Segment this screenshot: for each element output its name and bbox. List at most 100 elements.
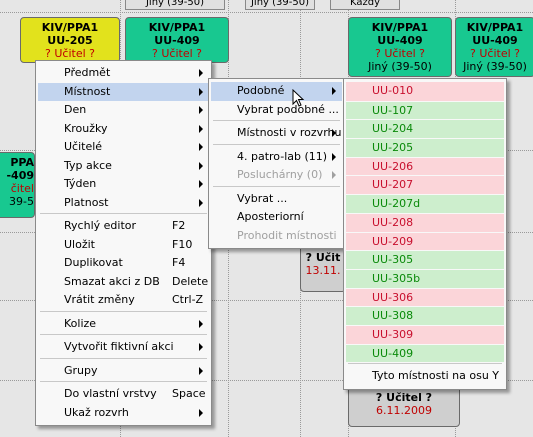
menu-item[interactable]: UU-207 [346, 175, 504, 195]
menu-separator [40, 310, 207, 313]
menu-item-label: Vybrat ... [237, 191, 288, 205]
menu-item[interactable]: Grupy [38, 362, 209, 381]
card-line: UU-409 [472, 34, 518, 47]
menu-item-label: Místnosti v rozvrhu [237, 126, 342, 139]
menu-item-label: UU-207d [372, 197, 421, 211]
menu-item-label: Tyto místnosti na osu Y [372, 369, 500, 383]
menu-item-label: Rychlý editor [64, 219, 137, 232]
card-line: ? Učitel ? [470, 47, 520, 60]
card-line: UU-409 [154, 34, 200, 47]
menu-item[interactable]: Aposteriorní [211, 208, 342, 227]
menu-item[interactable]: Ukaž rozvrh [38, 404, 209, 423]
card-line: KIV/PPA1 [371, 21, 429, 34]
menu-item[interactable]: UU-205 [346, 138, 504, 157]
submenu-arrow [332, 152, 336, 161]
menu-item[interactable]: Typ akce [38, 157, 209, 176]
menu-item[interactable]: UU-204 [346, 119, 504, 139]
submenu-arrow [332, 129, 336, 138]
menu-item-shortcut: Space [172, 387, 206, 400]
menu-item-shortcut: F2 [172, 219, 186, 232]
menu-item[interactable]: Vrátit změny Ctrl-Z [38, 291, 209, 310]
menu-item[interactable]: Den [38, 101, 209, 120]
menu-item[interactable]: UU-305 [346, 250, 504, 269]
menu-item-label: Učitelé [64, 140, 103, 153]
menu-item[interactable]: UU-308 [346, 306, 504, 325]
card-line: -409 [6, 169, 34, 182]
menu-item[interactable]: Místnosti v rozvrhu [211, 124, 342, 143]
menu-item-label: Místnost [64, 84, 111, 98]
menu-item-label: 4. patro-lab (11) [237, 149, 328, 163]
menu-item-label: Duplikovat [64, 256, 123, 269]
menu-item-label: Kroužky [64, 121, 108, 135]
menu-item-label: Typ akce [64, 158, 112, 172]
menu-item[interactable]: Smazat akci z DB Delete [38, 273, 209, 292]
card-line: ? Učitel ? [375, 47, 425, 60]
context-menu: Podobné Vybrat podobné ... Místnosti v roz… [208, 78, 345, 249]
top-label: Jiný (39-50) [245, 0, 315, 10]
event-card: PPA -409 čitel 39-5 [0, 152, 35, 218]
menu-item[interactable]: UU-209 [346, 231, 504, 251]
menu-item[interactable]: UU-309 [346, 324, 504, 344]
menu-item[interactable]: Uložit F10 [38, 236, 209, 255]
menu-item[interactable]: Kroužky [38, 120, 209, 139]
top-label: Jiný (39-50) [125, 0, 225, 10]
menu-item[interactable]: UU-010 [346, 82, 504, 101]
menu-item-label: UU-306 [372, 290, 414, 304]
menu-item[interactable]: Rychlý editor F2 [38, 217, 209, 236]
top-label: Každý [330, 0, 400, 10]
menu-item[interactable]: Učitelé [38, 138, 209, 157]
menu-item-label: UU-204 [372, 122, 414, 136]
submenu-arrow [199, 319, 203, 328]
submenu-arrow [199, 69, 203, 78]
menu-separator [213, 143, 340, 146]
menu-item-label: Posluchárny (0) [237, 168, 323, 181]
menu-item-label: Ukaž rozvrh [64, 405, 129, 419]
submenu-arrow [199, 408, 203, 417]
menu-separator [40, 213, 207, 215]
menu-item[interactable]: Platnost [38, 194, 209, 213]
grid-line [0, 300, 533, 301]
menu-item[interactable]: UU-409 [346, 343, 504, 363]
menu-item[interactable]: UU-305b [346, 268, 504, 288]
event-card: KIV/PPA1 UU-205? Učitel ? [20, 17, 120, 63]
menu-item-label: UU-305b [372, 271, 421, 285]
menu-item-label: Den [64, 103, 87, 116]
event-card: KIV/PPA1 UU-409? Učitel ? [125, 17, 229, 63]
mouse-cursor [292, 89, 305, 107]
menu-item-label: Aposteriorní [237, 210, 304, 223]
card-line: UU-205 [47, 34, 93, 47]
menu-item[interactable]: Kolize [38, 315, 209, 334]
submenu-arrow [199, 124, 203, 133]
menu-item[interactable]: UU-207d [346, 194, 504, 213]
card-line: ? Učit [305, 251, 341, 264]
menu-item[interactable]: Do vlastní vrstvy Space [38, 385, 209, 404]
menu-item[interactable]: Vytvořit fiktivní akci [38, 338, 209, 357]
menu-item[interactable]: UU-107 [346, 100, 504, 120]
menu-item-label: UU-208 [372, 215, 414, 229]
submenu-arrow [199, 366, 203, 375]
context-menu: UU-010 UU-107 UU-204 UU-205 UU-206 UU-207 UU-2… [343, 78, 507, 390]
card-line: ? Učitel ? [152, 47, 202, 60]
menu-item-label: Do vlastní vrstvy [64, 387, 157, 400]
card-line: KIV/PPA1 [466, 21, 524, 34]
card-line: KIV/PPA1 [148, 21, 206, 34]
menu-item[interactable]: Vybrat podobné ... [211, 101, 342, 120]
menu-item[interactable]: Podobné [211, 82, 342, 101]
menu-item[interactable]: Tyto místnosti na osu Y [346, 367, 504, 386]
submenu-arrow [199, 87, 203, 96]
menu-item[interactable]: Vybrat ... [211, 190, 342, 209]
submenu-arrow [199, 161, 203, 170]
menu-item-label: Vybrat podobné ... [237, 102, 339, 116]
menu-item[interactable]: UU-306 [346, 287, 504, 307]
menu-item[interactable]: Místnost [38, 82, 209, 101]
menu-item[interactable]: Duplikovat F4 [38, 254, 209, 273]
menu-item-label: Kolize [64, 316, 97, 330]
menu-item-label: Prohodit místnosti [237, 228, 337, 242]
menu-item[interactable]: 4. patro-lab (11) [211, 148, 342, 167]
menu-item[interactable]: UU-206 [346, 156, 504, 176]
menu-item[interactable]: Týden [38, 175, 209, 194]
menu-item[interactable]: UU-208 [346, 212, 504, 232]
menu-item: Posluchárny (0) [211, 166, 342, 185]
menu-item[interactable]: Předmět [38, 64, 209, 83]
